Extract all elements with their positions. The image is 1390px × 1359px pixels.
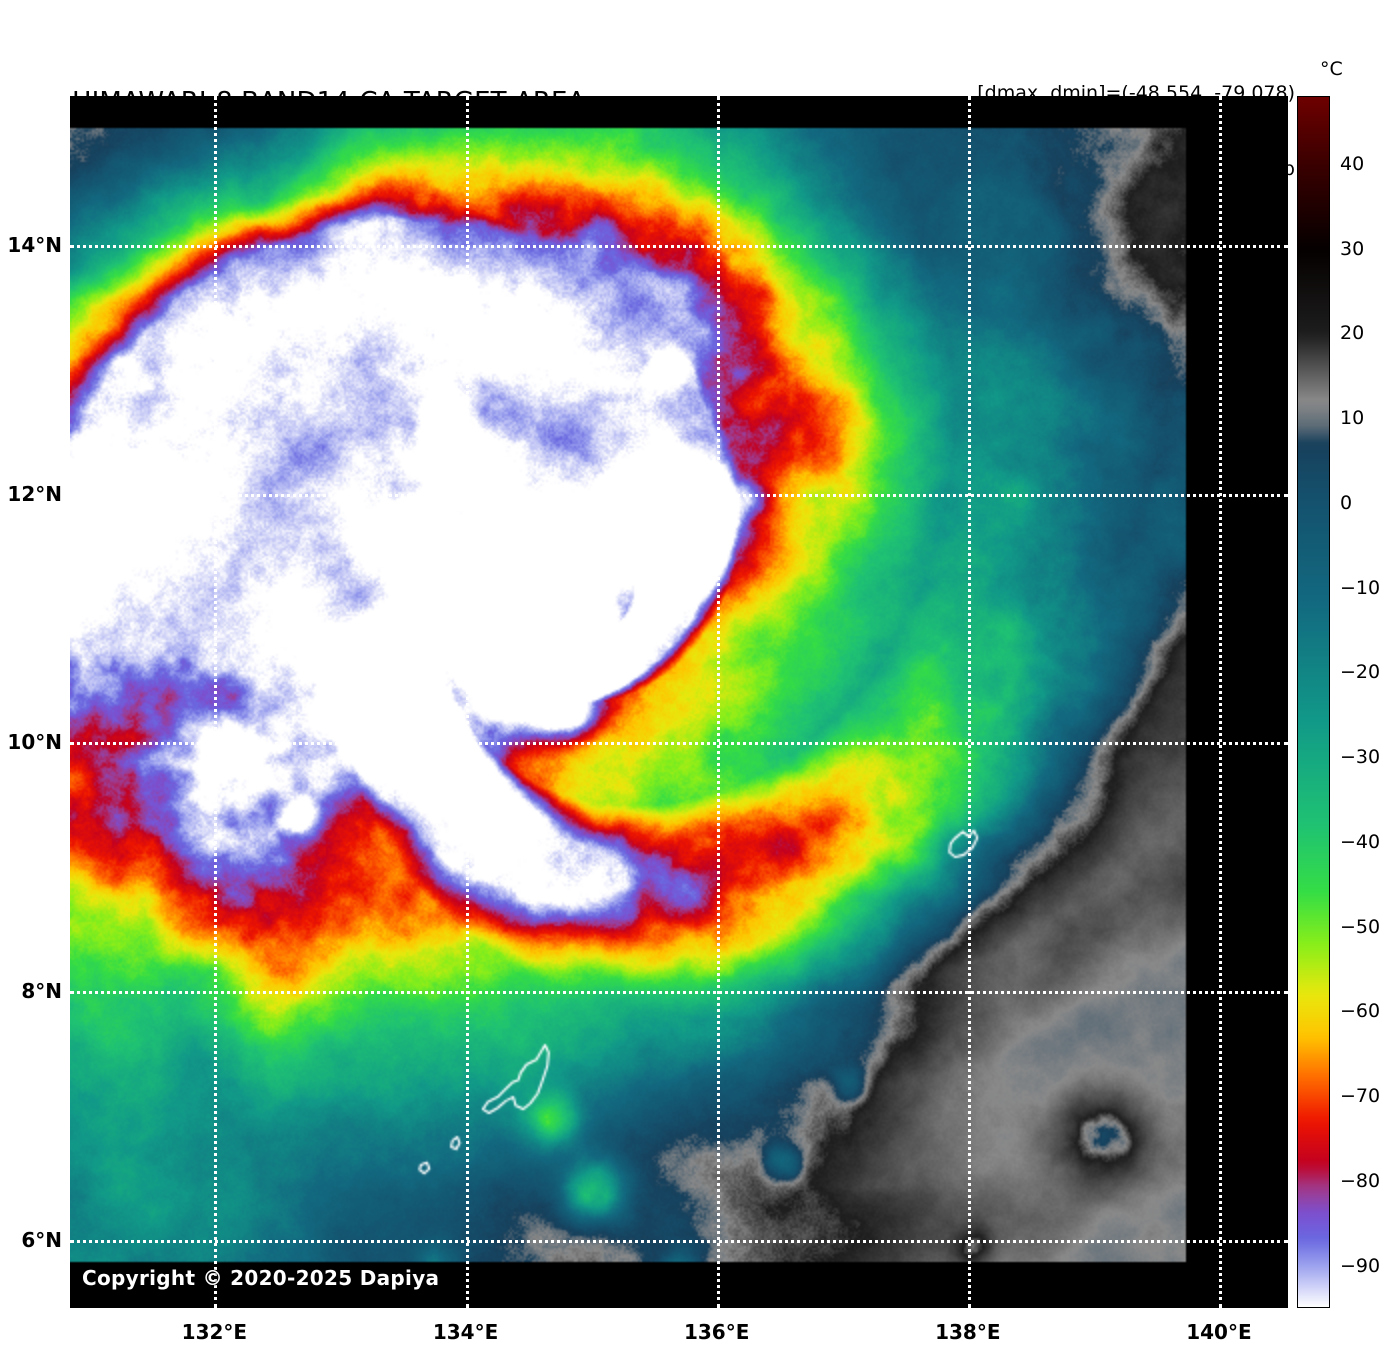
colorbar-tick-label: −70 <box>1340 1085 1381 1108</box>
colorbar-tick-label: −10 <box>1340 576 1381 599</box>
colorbar-tick-label: 0 <box>1340 491 1353 514</box>
colorbar-gradient <box>1297 96 1330 1308</box>
xtick-label: 134°E <box>432 1320 499 1344</box>
colorbar-tick-label: 30 <box>1340 237 1365 260</box>
colorbar-tick-label: −90 <box>1340 1254 1381 1277</box>
colorbar-tick-label: 20 <box>1340 322 1365 345</box>
colorbar-tick-label: 10 <box>1340 407 1365 430</box>
colorbar-tick-label: −80 <box>1340 1169 1381 1192</box>
colorbar-tick-label: −40 <box>1340 830 1381 853</box>
ytick-label: 12°N <box>7 481 62 506</box>
copyright-text: Copyright © 2020-2025 Dapiya <box>82 1266 440 1290</box>
xtick-label: 132°E <box>181 1320 248 1344</box>
colorbar-tick-label: −30 <box>1340 746 1381 769</box>
latitude-axis: 14°N 12°N 10°N 8°N 6°N <box>0 0 70 1359</box>
colorbar-unit-label: °C <box>1320 58 1343 80</box>
xtick-label: 140°E <box>1186 1320 1252 1344</box>
colorbar-tick-label: 40 <box>1340 152 1365 175</box>
colorbar-tick-label: −60 <box>1340 1000 1381 1023</box>
colorbar[interactable] <box>1297 96 1330 1308</box>
ytick-label: 14°N <box>7 233 62 258</box>
ytick-label: 6°N <box>21 1227 62 1252</box>
colorbar-tick-label: −20 <box>1340 661 1381 684</box>
xtick-label: 138°E <box>935 1320 1001 1344</box>
ytick-label: 8°N <box>21 979 62 1003</box>
ytick-label: 10°N <box>7 730 62 755</box>
satellite-infrared-heatmap <box>70 96 1288 1308</box>
colorbar-tick-label: −50 <box>1340 915 1381 938</box>
xtick-label: 136°E <box>683 1320 750 1344</box>
